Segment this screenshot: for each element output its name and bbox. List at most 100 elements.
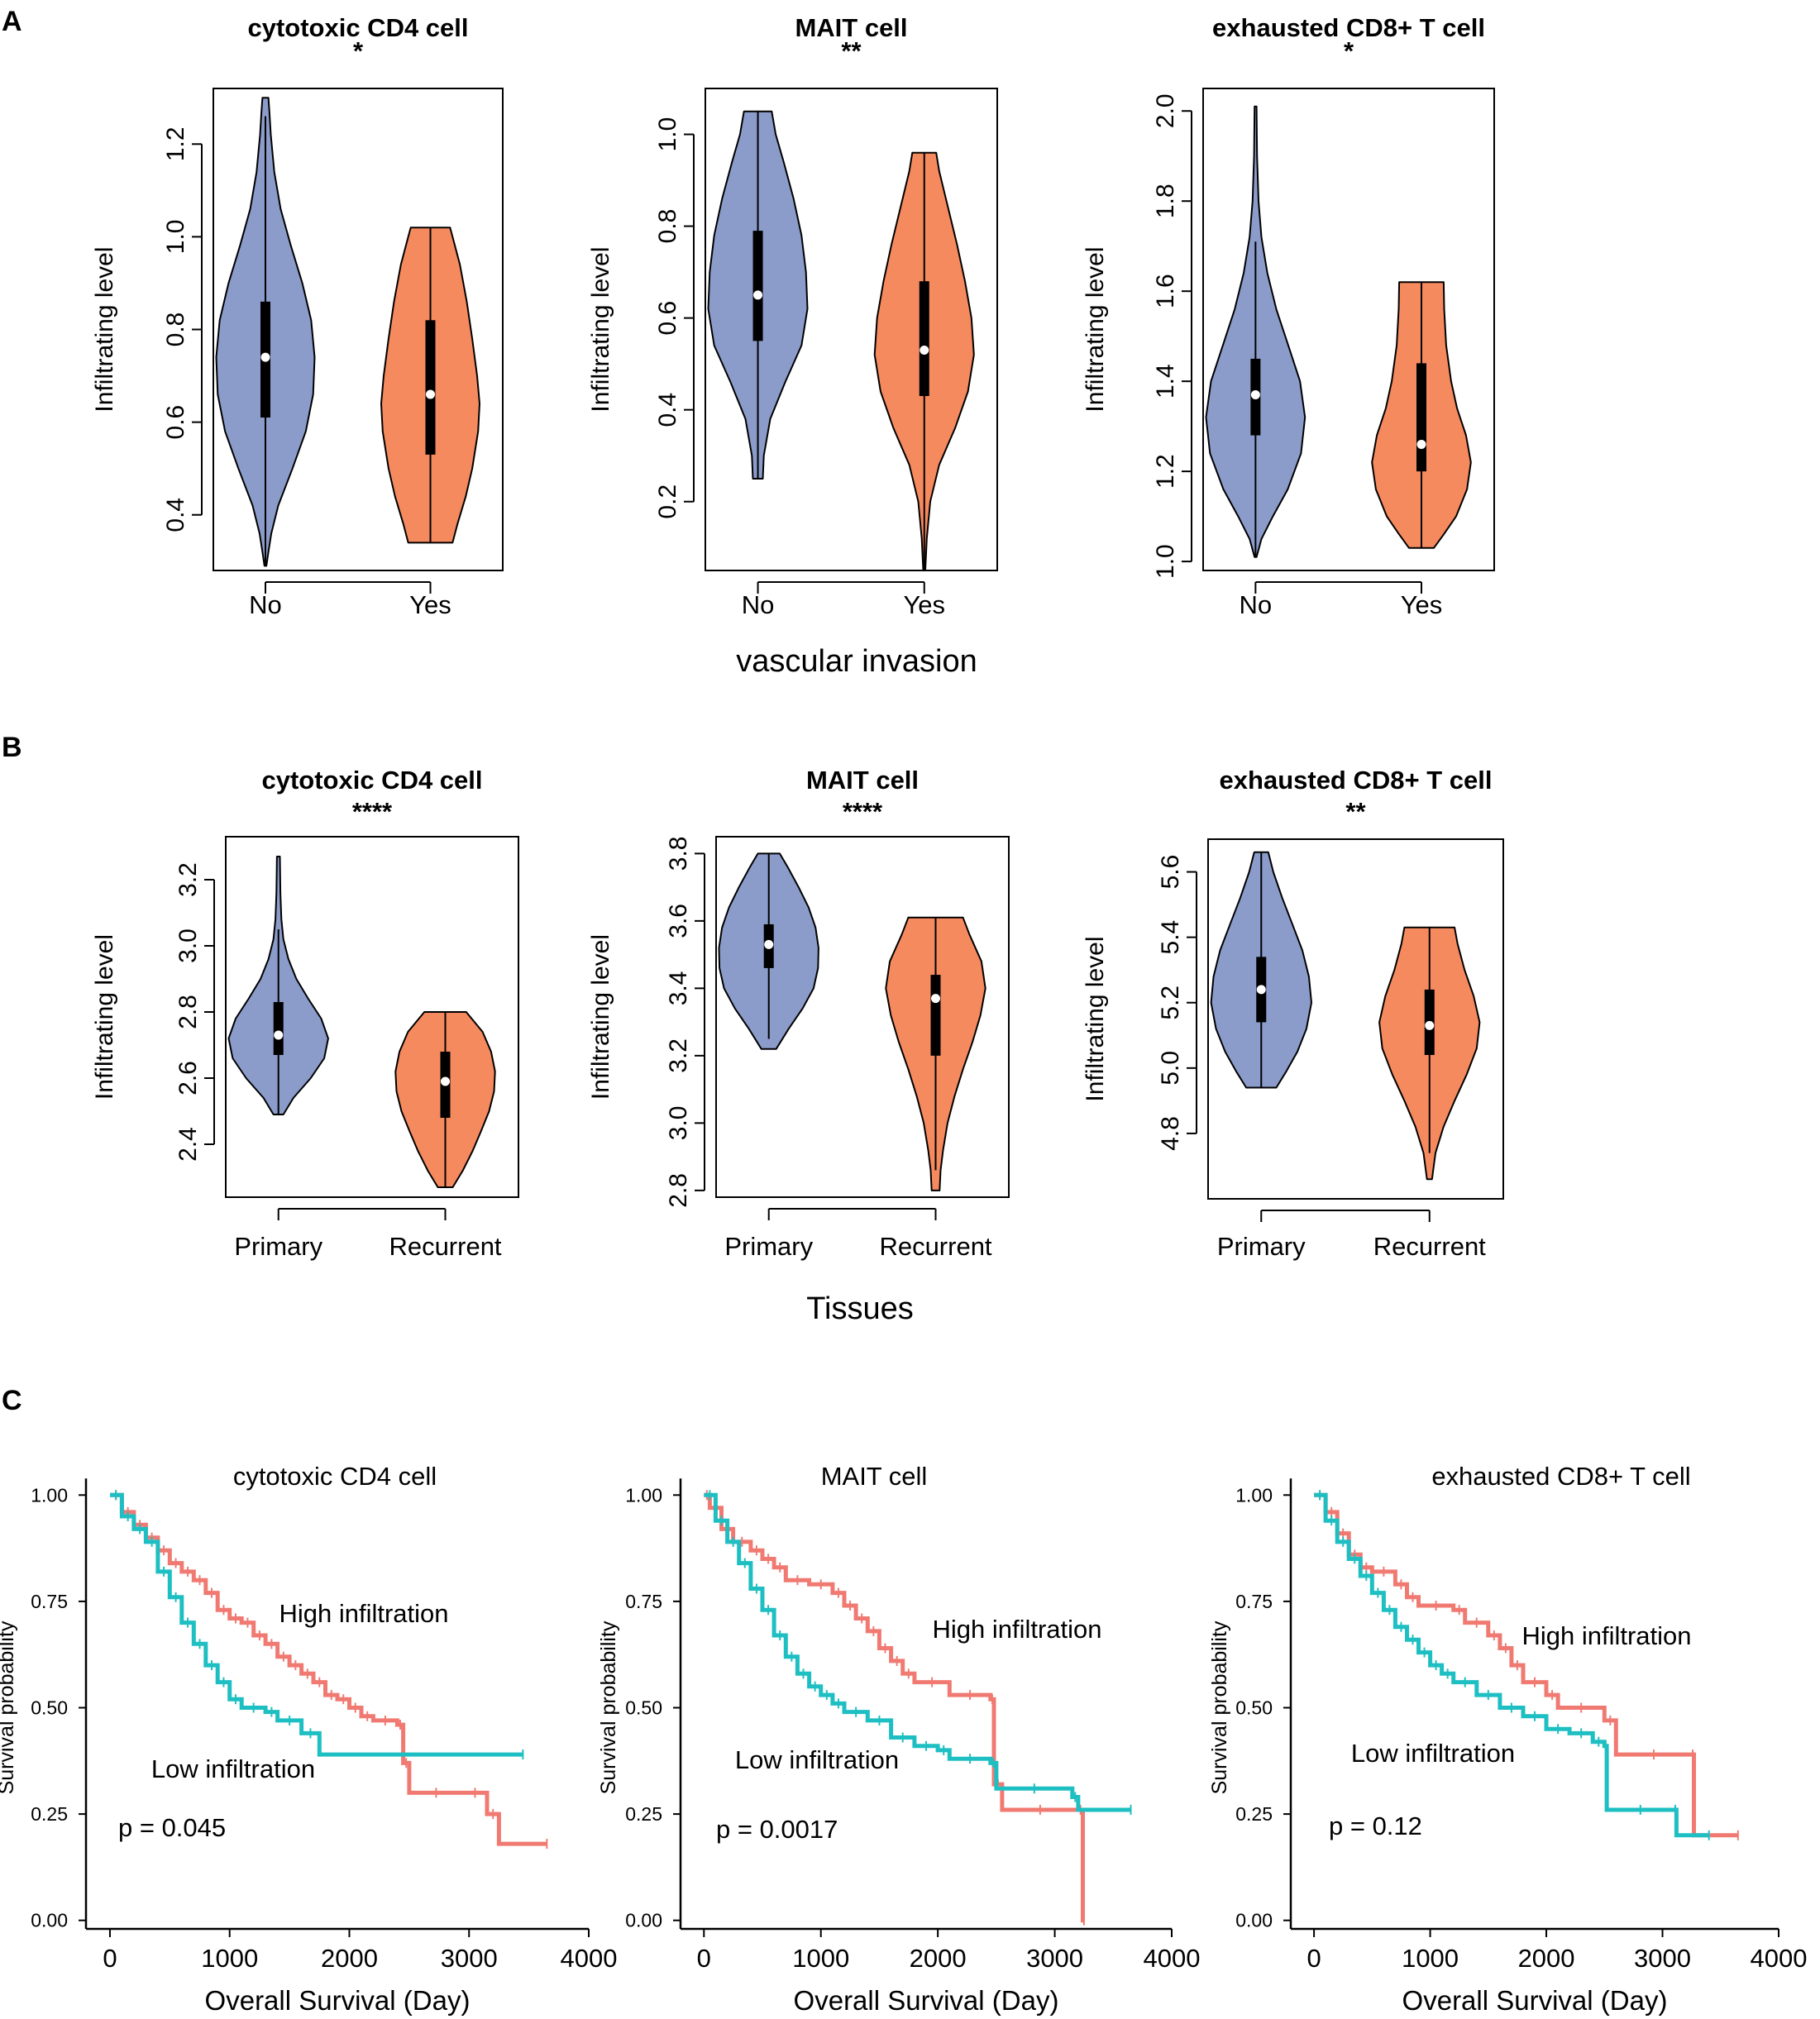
violin-iqr-box [752, 231, 763, 341]
y-tick-label: 5.2 [1157, 986, 1184, 1020]
panel-label-a: A [2, 6, 22, 37]
violin-plot: MAIT cell** 0.2 0.4 0.6 0.8 1.0 Infiltrating l… [587, 13, 998, 619]
plot-frame [705, 88, 998, 571]
significance-marker: **** [352, 797, 393, 826]
y-tick-label: 5.0 [1157, 1051, 1184, 1086]
x-tick-label: 2000 [321, 1944, 378, 1973]
x-tick-label: 3000 [1634, 1944, 1691, 1973]
y-tick-label: 0.25 [625, 1803, 662, 1825]
significance-marker: **** [843, 797, 883, 826]
low-infiltration-label: Low infiltration [1351, 1739, 1515, 1768]
x-category-label: Yes [903, 590, 945, 619]
violin-median-dot [1425, 1020, 1435, 1030]
y-tick-label: 1.2 [1152, 454, 1179, 489]
y-tick-label: 5.4 [1157, 920, 1184, 955]
y-axis-label: Survival probability [597, 1620, 620, 1794]
x-category-label: No [249, 590, 282, 619]
x-tick-label: 4000 [1144, 1944, 1201, 1973]
violin-iqr-box [425, 320, 436, 455]
violin-median-dot [753, 290, 763, 300]
y-tick-label: 0.6 [162, 405, 189, 440]
survival-row-c: cytotoxic CD4 cell 0.00 0.25 0.50 0.75 1.00 0 1… [0, 1462, 1807, 2016]
x-category-label: Recurrent [1373, 1232, 1486, 1261]
y-tick-label: 1.00 [625, 1484, 662, 1506]
survival-curve [704, 1492, 1085, 1923]
y-tick-label: 5.6 [1157, 855, 1184, 890]
significance-marker: ** [1345, 797, 1366, 826]
y-tick-label: 0.00 [1235, 1910, 1273, 1931]
y-axis-label: Infiltrating level [587, 934, 614, 1100]
violin-plot: cytotoxic CD4 cell**** 2.4 2.6 2.8 3.0 3.2 Inf… [91, 766, 519, 1261]
x-category-label: Primary [1217, 1232, 1306, 1261]
survival-curve [1314, 1492, 1709, 1838]
survival-curve [110, 1492, 547, 1846]
violin-median-dot [1416, 439, 1426, 449]
x-tick-label: 0 [1306, 1944, 1321, 1973]
y-axis-label: Infiltrating level [1082, 246, 1109, 412]
y-axis-label: Survival probability [0, 1620, 18, 1794]
violin-row-b: cytotoxic CD4 cell****2.42.62.83.03.2Inf… [91, 766, 1504, 1261]
km-title: MAIT cell [821, 1462, 928, 1491]
low-infiltration-label: Low infiltration [151, 1754, 315, 1783]
violin-plot: exhausted CD8+ T cell** 4.8 5.0 5.2 5.4 5.6 In… [1082, 766, 1504, 1261]
x-category-label: Primary [724, 1232, 813, 1261]
y-tick-label: 0.8 [162, 313, 189, 347]
y-tick-label: 3.0 [174, 928, 202, 963]
violin-median-dot [764, 939, 774, 949]
high-infiltration-label: High infiltration [932, 1615, 1101, 1644]
low-infiltration-label: Low infiltration [735, 1745, 899, 1774]
row-b-group-label: Tissues [806, 1291, 914, 1326]
violin-iqr-box [919, 281, 929, 397]
violin-iqr-box [930, 975, 941, 1056]
x-category-label: Recurrent [879, 1232, 991, 1261]
plot-frame [213, 88, 504, 571]
x-category-label: Yes [1401, 590, 1443, 619]
x-tick-label: 2000 [1518, 1944, 1575, 1973]
x-category-label: No [1240, 590, 1273, 619]
y-tick-label: 0.8 [654, 209, 681, 244]
p-value: p = 0.12 [1329, 1811, 1422, 1840]
panel-label-b: B [2, 732, 22, 763]
x-tick-label: 3000 [1026, 1944, 1083, 1973]
y-tick-label: 1.00 [1235, 1484, 1273, 1506]
x-tick-label: 1000 [201, 1944, 258, 1973]
violin-plot: MAIT cell**** 2.8 3.0 3.2 3.4 3.6 3.8 Infiltrat… [587, 766, 1010, 1261]
survival-plot: MAIT cell 0.00 0.25 0.50 0.75 1.00 0 1000 2000 30… [597, 1462, 1200, 2016]
plot-frame [715, 836, 1010, 1198]
violin-iqr-box [1416, 363, 1426, 472]
x-tick-label: 2000 [910, 1944, 967, 1973]
y-tick-label: 0.00 [625, 1910, 662, 1931]
y-tick-label: 0.2 [654, 484, 681, 519]
plot-title: exhausted CD8+ T cell [1212, 13, 1485, 42]
y-tick-label: 3.2 [665, 1038, 692, 1073]
significance-marker: * [353, 36, 364, 65]
y-tick-label: 2.4 [174, 1127, 202, 1162]
y-tick-label: 3.8 [665, 837, 692, 871]
violin-median-dot [426, 389, 435, 399]
panel-label-c: C [2, 1385, 22, 1416]
x-tick-label: 4000 [561, 1944, 618, 1973]
y-tick-label: 3.0 [665, 1105, 692, 1140]
violin-iqr-box [273, 1002, 284, 1055]
y-axis-label: Infiltrating level [91, 246, 118, 412]
y-tick-label: 2.6 [174, 1061, 202, 1095]
x-tick-label: 3000 [441, 1944, 498, 1973]
survival-plot: exhausted CD8+ T cell 0.00 0.25 0.50 0.75 1.0… [1208, 1462, 1807, 2016]
plot-frame [1202, 88, 1495, 571]
p-value: p = 0.045 [118, 1813, 226, 1842]
y-tick-label: 1.0 [1152, 544, 1179, 579]
violin-median-dot [260, 352, 270, 362]
y-tick-label: 1.2 [162, 126, 189, 161]
y-tick-label: 2.8 [665, 1173, 692, 1208]
y-axis-label: Infiltrating level [91, 934, 118, 1100]
high-infiltration-label: High infiltration [279, 1599, 448, 1628]
significance-marker: * [1344, 36, 1354, 65]
row-a-group-label: vascular invasion [736, 644, 977, 679]
x-category-label: Yes [409, 590, 451, 619]
y-tick-label: 0.75 [31, 1591, 68, 1612]
y-axis-label: Infiltrating level [587, 246, 614, 412]
y-tick-label: 3.6 [665, 904, 692, 938]
x-axis-label: Overall Survival (Day) [794, 1985, 1059, 2016]
y-tick-label: 0.50 [31, 1697, 68, 1719]
